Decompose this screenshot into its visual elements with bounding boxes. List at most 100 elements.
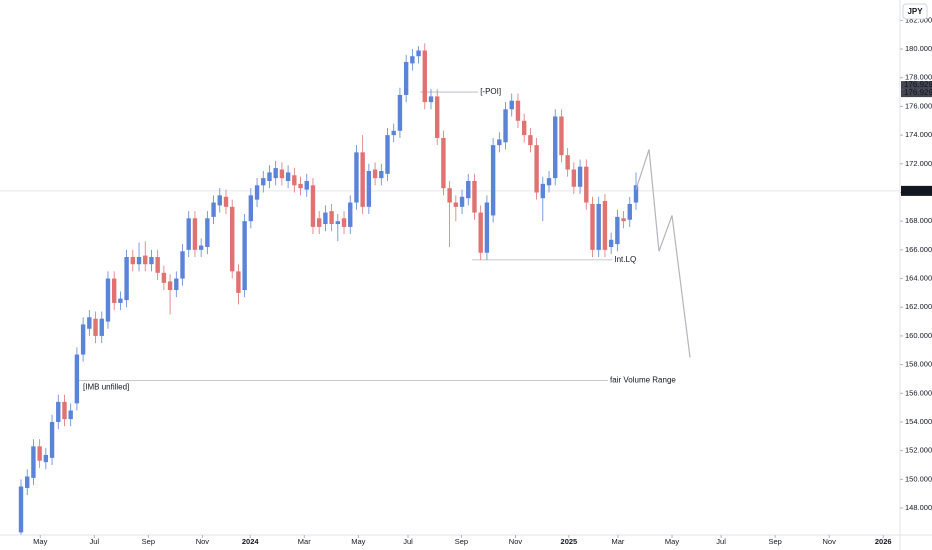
candle-body bbox=[37, 446, 42, 461]
candle-body bbox=[143, 255, 148, 265]
candle-body bbox=[217, 195, 222, 206]
candle-body bbox=[497, 139, 502, 146]
candle-body bbox=[323, 212, 328, 225]
plot-area: [-POI] Int.LQ [IMB unfilled] fair Volume Ra… bbox=[0, 43, 900, 535]
candle-body bbox=[391, 130, 396, 136]
x-tick-label: Jul bbox=[403, 537, 413, 546]
price-badge-label: 176.929 bbox=[904, 80, 932, 89]
candle-body bbox=[180, 251, 185, 279]
candle-body bbox=[31, 446, 36, 478]
candle-body bbox=[149, 257, 154, 265]
candle-body bbox=[403, 61, 409, 95]
y-tick-label: 176.000 bbox=[905, 101, 932, 110]
candle-body bbox=[590, 203, 595, 250]
y-tick-label: 148.000 bbox=[905, 503, 932, 512]
candle-body bbox=[621, 218, 626, 222]
y-tick-label: 152.000 bbox=[905, 446, 932, 455]
x-tick-label: Nov bbox=[823, 537, 837, 546]
candle-body bbox=[584, 166, 589, 203]
x-tick-label: Sep bbox=[142, 537, 155, 546]
candle-body bbox=[341, 218, 347, 227]
candle-body bbox=[360, 152, 365, 207]
axes: 148.000 150.000 152.000 154.000 156.000 158.0… bbox=[33, 3, 932, 546]
x-tick-label: Sep bbox=[768, 537, 781, 546]
annotation-label-right: fair Volume Range bbox=[610, 375, 676, 384]
candle-body bbox=[298, 183, 303, 189]
projection-path bbox=[635, 149, 691, 358]
candle-body bbox=[304, 181, 309, 190]
candle-body bbox=[292, 175, 297, 186]
candle-body bbox=[254, 185, 260, 200]
candle-body bbox=[118, 298, 123, 303]
candle-body bbox=[186, 218, 191, 250]
candle-body bbox=[515, 100, 521, 121]
candle-body bbox=[136, 257, 142, 265]
candle-body bbox=[161, 272, 167, 283]
currency-label: JPY bbox=[907, 7, 923, 16]
candle-body bbox=[111, 278, 117, 303]
annotation-label: [-POI] bbox=[480, 87, 501, 96]
candle-body bbox=[80, 324, 86, 355]
y-tick-label: 174.000 bbox=[905, 130, 932, 139]
candle-body bbox=[528, 135, 533, 146]
candle-body bbox=[68, 410, 73, 420]
candle-body bbox=[466, 181, 471, 199]
candle-body bbox=[422, 50, 427, 103]
candle-body bbox=[608, 239, 614, 247]
candle-body bbox=[205, 218, 210, 247]
candle-body bbox=[267, 172, 272, 182]
candle-body bbox=[273, 168, 278, 179]
candle-body bbox=[521, 120, 527, 136]
candle-body bbox=[484, 202, 490, 253]
candle-body bbox=[211, 202, 216, 217]
price-badge bbox=[901, 81, 932, 90]
candle-body bbox=[503, 109, 508, 143]
x-tick-label: Sep bbox=[455, 537, 468, 546]
y-tick-label: 168.000 bbox=[905, 216, 932, 225]
candle-body bbox=[633, 185, 639, 203]
candle-body bbox=[490, 145, 496, 216]
candle-body bbox=[43, 454, 49, 463]
candle-body bbox=[534, 145, 539, 193]
candle-body bbox=[56, 401, 61, 422]
last-price-label: 170.112 bbox=[904, 186, 932, 195]
x-tick-label: May bbox=[33, 537, 47, 546]
x-tick-label: May bbox=[665, 537, 679, 546]
candle-body bbox=[577, 166, 583, 187]
y-tick-label: 154.000 bbox=[905, 417, 932, 426]
x-tick-label: 2026 bbox=[875, 537, 892, 546]
candle-body bbox=[87, 317, 92, 329]
price-badge-label: 176.929 bbox=[904, 88, 932, 97]
x-tick-label: Jul bbox=[716, 537, 726, 546]
candle-body bbox=[372, 169, 378, 179]
candle-body bbox=[49, 421, 55, 458]
candle-body bbox=[509, 100, 514, 110]
candle-body bbox=[354, 152, 359, 203]
candle-body bbox=[236, 271, 241, 293]
candle-body bbox=[285, 172, 291, 182]
x-tick-label: Mar bbox=[612, 537, 625, 546]
candle-body bbox=[329, 211, 334, 225]
y-tick-label: 166.000 bbox=[905, 245, 932, 254]
candle-body bbox=[553, 116, 558, 179]
candle-body bbox=[348, 202, 353, 227]
candle-body bbox=[248, 195, 254, 222]
y-tick-label: 162.000 bbox=[905, 302, 932, 311]
candle-body bbox=[366, 170, 372, 207]
candle-body bbox=[74, 354, 80, 404]
candle-body bbox=[261, 178, 266, 186]
candle-body bbox=[155, 257, 160, 273]
candle-body bbox=[124, 257, 129, 301]
x-tick-label: Nov bbox=[196, 537, 210, 546]
candle-body bbox=[627, 203, 632, 220]
candle-body bbox=[174, 278, 179, 291]
candle-body bbox=[335, 221, 341, 225]
candle-body bbox=[410, 56, 415, 64]
candle-body bbox=[602, 201, 608, 250]
x-tick-label: May bbox=[351, 537, 365, 546]
last-price-badge bbox=[901, 185, 932, 196]
candle-body bbox=[546, 178, 552, 186]
candle-body bbox=[571, 169, 577, 187]
